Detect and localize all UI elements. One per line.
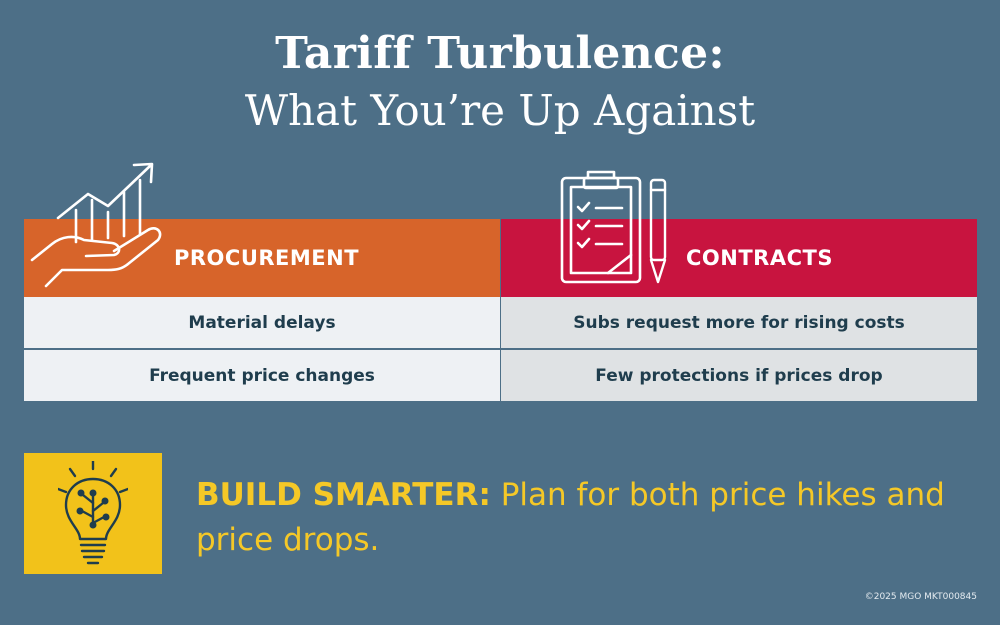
copyright-notice: ©2025 MGO MKT000845 [864, 592, 977, 602]
contracts-panel: CONTRACTS Subs request more for rising c… [501, 219, 977, 401]
callout-lead: BUILD SMARTER: [196, 477, 491, 513]
title-line-1: Tariff Turbulence: [275, 28, 725, 79]
lightbulb-panel [24, 453, 162, 574]
procurement-row-1: Material delays [24, 297, 500, 348]
pencil-icon [649, 178, 667, 284]
procurement-row-2: Frequent price changes [24, 348, 500, 401]
callout-text: Plan for both price hikes and price drop… [196, 477, 945, 558]
contracts-row-1: Subs request more for rising costs [501, 297, 977, 348]
hand-growth-chart-icon [30, 162, 162, 288]
title-line-2: What You’re Up Against [244, 86, 756, 135]
contracts-heading: CONTRACTS [501, 219, 977, 297]
procurement-panel: PROCUREMENT Material delays Frequent pri… [24, 219, 500, 401]
contracts-row-2: Few protections if prices drop [501, 348, 977, 401]
lightbulb-circuit-icon [58, 461, 128, 565]
build-smarter-callout: BUILD SMARTER: Plan for both price hikes… [196, 473, 956, 563]
procurement-heading: PROCUREMENT [24, 219, 500, 297]
page-title: Tariff Turbulence: What You’re Up Agains… [0, 26, 1000, 140]
clipboard-checklist-icon [560, 170, 642, 284]
